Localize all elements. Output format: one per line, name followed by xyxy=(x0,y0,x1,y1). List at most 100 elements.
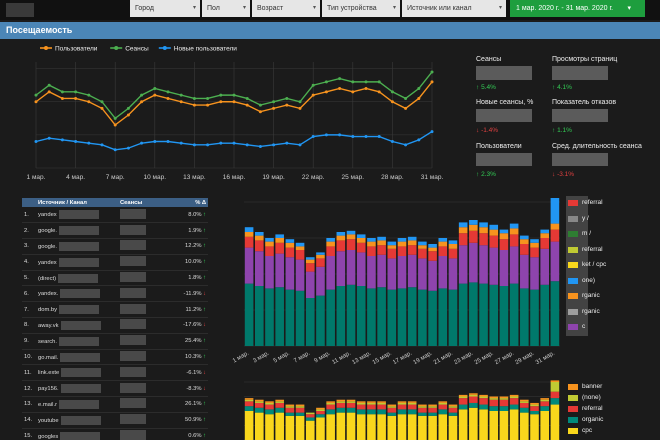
table-row[interactable]: 1. yandex 8.0% ↑ xyxy=(22,207,208,224)
x-tick-label: 13 мар. xyxy=(351,350,372,366)
bar-segment xyxy=(479,409,488,440)
bar-segment xyxy=(285,242,295,248)
legend-label[interactable]: cpc xyxy=(582,427,593,434)
bar-segment xyxy=(397,414,407,440)
bar-segment xyxy=(397,402,407,405)
bar-segment xyxy=(469,393,478,395)
table-row-source-text: go.mail. xyxy=(38,354,59,361)
legend-label[interactable]: one) xyxy=(582,276,596,284)
table-row[interactable]: 6. yandex. -11.9% ↓ xyxy=(22,285,208,303)
sources-table: Источник / Канал Сеансы % Δ 1. yandex 8.0%… xyxy=(22,198,208,440)
filter-gender[interactable]: Пол ▾ xyxy=(202,0,250,17)
data-point xyxy=(351,90,355,94)
bar-segment xyxy=(377,404,386,410)
table-row-index-text: 2. xyxy=(24,227,29,234)
bar-segment xyxy=(499,233,509,240)
table-header-source[interactable]: Источник / Канал xyxy=(36,198,118,207)
table-row[interactable]: 14. youtube 50.9% ↑ xyxy=(22,412,208,429)
bar-segment xyxy=(326,256,335,290)
filter-device[interactable]: Тип устройства ▾ xyxy=(322,0,400,17)
bar-segment xyxy=(316,411,325,415)
table-row[interactable]: 7. dom.by 11.2% ↑ xyxy=(22,301,208,319)
table-row[interactable]: 8. away.vk -17.6% ↓ xyxy=(22,317,208,334)
bar-segment xyxy=(285,406,295,408)
kpi-users-label: Пользователи xyxy=(476,143,522,150)
data-point xyxy=(245,143,249,147)
redacted-sessions-value xyxy=(120,351,146,362)
redacted-sessions-value xyxy=(120,240,146,251)
legend-label[interactable]: referral xyxy=(582,405,603,412)
legend-label[interactable]: referral xyxy=(582,199,603,206)
bar-segment xyxy=(458,233,468,246)
legend-label[interactable]: banner xyxy=(582,383,603,390)
bar-segment xyxy=(367,409,376,415)
bar-segment xyxy=(285,239,295,243)
table-row[interactable]: 10. go.mail. 10.3% ↑ xyxy=(22,349,208,366)
table-row[interactable]: 15. googles 0.6% ↑ xyxy=(22,428,208,440)
bar-segment xyxy=(499,229,509,234)
bar-segment xyxy=(316,254,325,259)
legend-swatch xyxy=(568,417,578,423)
table-row[interactable]: 5. (direct) 1.8% ↑ xyxy=(22,270,208,287)
bar-segment xyxy=(520,412,529,440)
arrow-up-icon: ↑ xyxy=(201,211,206,218)
bar-segment xyxy=(520,401,529,403)
data-point xyxy=(364,87,368,90)
data-point xyxy=(298,100,302,104)
chevron-down-icon: ▾ xyxy=(498,5,502,11)
table-row-index: 1. xyxy=(22,207,36,224)
arrow-down-icon: ↓ xyxy=(201,322,206,329)
data-point xyxy=(113,116,117,120)
table-row[interactable]: 4. yandex 10.0% ↑ xyxy=(22,254,208,271)
table-row[interactable]: 9. search. 25.4% ↑ xyxy=(22,333,208,350)
table-row-sessions xyxy=(118,222,168,240)
table-row[interactable]: 13. e.mail.r 26.1% ↑ xyxy=(22,396,208,413)
legend-label[interactable]: m / xyxy=(582,230,592,237)
filter-device-label: Тип устройства xyxy=(327,5,377,12)
table-row[interactable]: 2. google. 1.9% ↑ xyxy=(22,222,208,240)
legend-label[interactable]: (none) xyxy=(582,394,601,401)
data-point xyxy=(351,80,355,84)
data-point xyxy=(153,93,157,97)
bar-segment xyxy=(530,239,539,243)
date-range-picker[interactable]: 1 мар. 2020 г. - 31 мар. 2020 г. ▾ xyxy=(510,0,645,17)
legend-label[interactable]: rganic xyxy=(582,307,600,315)
bar-segment xyxy=(265,288,274,346)
legend-label[interactable]: ket / cpc xyxy=(582,261,607,268)
bar-segment xyxy=(305,298,315,346)
table-row-index: 4. xyxy=(22,254,36,271)
legend-label[interactable]: rganic xyxy=(582,292,600,299)
legend-label[interactable]: c xyxy=(582,323,586,330)
bar-segment xyxy=(448,258,458,290)
kpi-pageviews-label: Просмотры страниц xyxy=(552,56,618,63)
bar-segment xyxy=(479,227,488,234)
table-header-sessions[interactable]: Сеансы xyxy=(118,198,168,207)
filter-source[interactable]: Источник или канал ▾ xyxy=(402,0,506,17)
data-point xyxy=(324,90,328,94)
table-row[interactable]: 11. link.exte -6.1% ↓ xyxy=(22,364,208,382)
bar-segment xyxy=(254,286,264,346)
data-point xyxy=(100,143,104,147)
table-row[interactable]: 12. pay156. -8.3% ↓ xyxy=(22,380,208,398)
legend-swatch xyxy=(568,231,578,237)
filter-age[interactable]: Возраст ▾ xyxy=(252,0,320,17)
bar-segment xyxy=(418,412,427,416)
legend-label[interactable]: organic xyxy=(582,416,604,423)
kpi-sessions-value xyxy=(476,66,532,80)
bar-segment xyxy=(499,239,509,250)
bar-segment xyxy=(356,238,366,243)
bar-segment xyxy=(489,411,499,440)
filter-city[interactable]: Город ▾ xyxy=(130,0,200,17)
bar-segment xyxy=(407,402,417,405)
redacted-source-name xyxy=(58,273,99,283)
legend-label[interactable]: referral xyxy=(582,245,603,253)
data-point xyxy=(113,123,117,127)
kpi-new-sessions-delta: ↓ -1.4% xyxy=(476,127,499,134)
redacted-source-name xyxy=(59,305,100,315)
table-row[interactable]: 3. google. 12.2% ↑ xyxy=(22,238,208,255)
bar-segment xyxy=(295,412,305,416)
legend-label[interactable]: y / xyxy=(582,214,589,222)
arrow-up-icon: ↑ xyxy=(201,243,206,250)
table-row-source: googles xyxy=(36,428,118,440)
table-header-delta[interactable]: % Δ xyxy=(168,198,208,207)
